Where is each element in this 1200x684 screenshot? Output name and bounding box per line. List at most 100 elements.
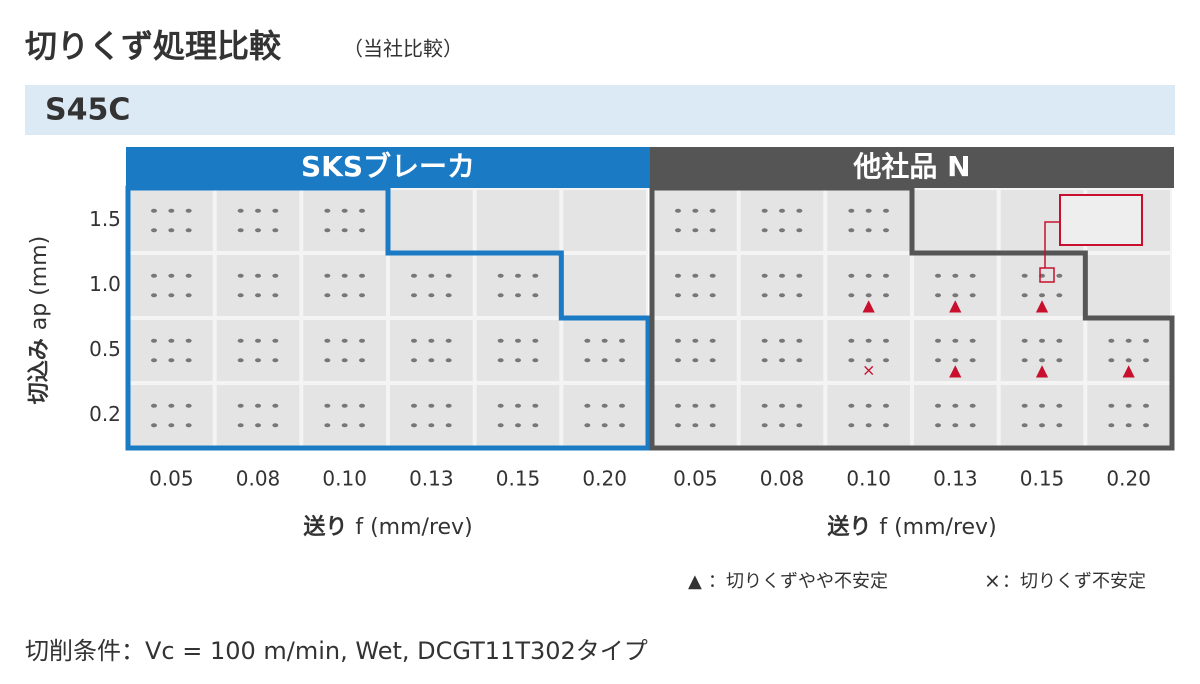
chip <box>1056 338 1063 343</box>
chip <box>883 208 889 213</box>
chip <box>1056 273 1063 278</box>
chip <box>692 208 699 213</box>
panel-name: 他社品 N <box>852 150 970 183</box>
chip-cell <box>476 255 560 316</box>
chip-cell <box>130 385 213 446</box>
chip <box>324 403 331 408</box>
stability-marker: ▲ <box>949 361 962 380</box>
chip <box>1056 358 1063 363</box>
chip <box>796 423 803 428</box>
chip <box>1143 358 1149 363</box>
chip <box>532 403 539 408</box>
chip <box>969 293 976 298</box>
chip <box>428 423 435 428</box>
chip <box>255 208 261 213</box>
chip <box>497 293 504 298</box>
y-label: 0.5 <box>89 337 121 361</box>
chip <box>255 273 261 278</box>
chip <box>675 423 681 428</box>
chip <box>411 338 417 343</box>
chip-cell <box>303 320 386 381</box>
chip <box>324 338 331 343</box>
chip <box>848 293 855 298</box>
chip <box>272 338 279 343</box>
chip <box>237 338 244 343</box>
chip <box>969 423 976 428</box>
chip <box>255 338 261 343</box>
chip <box>761 273 768 278</box>
chip <box>779 358 785 363</box>
chip <box>411 423 417 428</box>
chip <box>601 423 608 428</box>
chip-cell <box>1000 385 1084 446</box>
chip <box>237 293 244 298</box>
chip <box>692 273 699 278</box>
chip <box>1039 403 1045 408</box>
chip <box>1039 423 1045 428</box>
chip-cell <box>216 255 300 316</box>
chip <box>1056 293 1063 298</box>
chip <box>359 208 365 213</box>
chip <box>709 358 716 363</box>
chip <box>324 423 331 428</box>
chip-cell <box>740 320 824 381</box>
material: S45C <box>45 93 130 128</box>
chip <box>1108 338 1115 343</box>
inset-leader <box>1044 221 1060 268</box>
chip <box>237 358 244 363</box>
y-label: 1.0 <box>89 272 121 296</box>
chip <box>883 273 889 278</box>
chip <box>255 228 261 233</box>
chip <box>185 273 192 278</box>
chip <box>1021 403 1028 408</box>
chip <box>168 403 175 408</box>
x-label: 0.13 <box>409 467 454 491</box>
chip <box>445 338 452 343</box>
chip <box>709 423 716 428</box>
chip <box>969 338 976 343</box>
stability-marker: ▲ <box>1123 361 1136 380</box>
chip <box>952 273 959 278</box>
inset-source <box>1039 267 1055 283</box>
y-axis-title: 切込み ap (mm) <box>27 236 52 404</box>
chip <box>883 338 889 343</box>
chip <box>935 293 941 298</box>
chip <box>761 358 768 363</box>
chip <box>445 403 452 408</box>
chip <box>185 293 192 298</box>
chip <box>709 293 716 298</box>
chip <box>709 338 716 343</box>
x-label: 0.08 <box>236 467 281 491</box>
chip <box>445 423 452 428</box>
chip-cell <box>1000 255 1084 316</box>
chip <box>237 273 244 278</box>
chip <box>168 293 175 298</box>
x-label: 0.15 <box>1020 467 1065 491</box>
chip-cell <box>476 190 560 251</box>
chip <box>359 338 365 343</box>
chip <box>532 293 539 298</box>
chip <box>428 338 435 343</box>
chip <box>532 273 539 278</box>
legend-label: ：切りくずやや不安定 <box>708 571 888 592</box>
footer: 切削条件：Vc = 100 m/min, Wet, DCGT11T302タイプ <box>25 637 648 665</box>
chip <box>445 293 452 298</box>
x-label: 0.20 <box>1106 467 1151 491</box>
chip <box>865 423 872 428</box>
chip-cell <box>390 190 473 251</box>
chip <box>497 338 504 343</box>
chip <box>515 338 521 343</box>
chip <box>952 423 959 428</box>
chip <box>1039 293 1045 298</box>
chip <box>584 423 591 428</box>
chip <box>692 228 699 233</box>
chip <box>848 208 855 213</box>
chip-cell <box>563 190 646 251</box>
chip <box>185 228 192 233</box>
chip <box>935 273 941 278</box>
chip <box>255 358 261 363</box>
chip <box>675 403 681 408</box>
chip-cell <box>827 190 910 251</box>
chip-cell <box>654 190 737 251</box>
chip <box>515 293 521 298</box>
